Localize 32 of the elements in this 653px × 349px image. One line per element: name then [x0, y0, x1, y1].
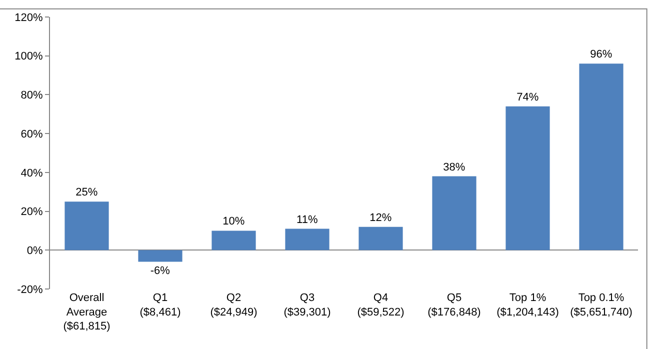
x-tick-label: Q5 ($176,848): [428, 292, 481, 318]
bar: [579, 64, 624, 250]
data-label: 38%: [443, 161, 466, 174]
bar: [432, 176, 476, 250]
bar: [138, 250, 182, 262]
y-tick-label: 0%: [26, 244, 44, 257]
y-tick-label: 100%: [14, 50, 44, 63]
bar: [506, 106, 550, 250]
data-label: 12%: [370, 212, 392, 224]
x-tick-label: Q3 ($39,301): [284, 292, 331, 318]
bar: [64, 202, 109, 250]
data-label: 96%: [590, 48, 612, 61]
x-tick-label: Top 0.1% ($5,651,740): [570, 292, 632, 318]
data-label: 10%: [222, 216, 245, 228]
x-tick-label: Overall Average ($61,815): [63, 292, 110, 333]
data-label: -6%: [150, 264, 170, 277]
x-tick-label: Q2 ($24,949): [210, 292, 258, 318]
y-tick-label: 40%: [20, 167, 44, 180]
y-tick-label: 20%: [20, 206, 44, 218]
data-label: 11%: [296, 214, 318, 226]
data-label: 25%: [76, 186, 98, 199]
x-tick-label: Q1 ($8,461): [140, 292, 181, 318]
y-tick-label: -20%: [17, 284, 44, 296]
bar: [212, 230, 256, 250]
x-tick-label: Top 1% ($1,204,143): [496, 292, 559, 318]
bar: [285, 228, 330, 250]
y-tick-label: 120%: [14, 12, 44, 24]
data-label: 74%: [516, 91, 539, 104]
y-tick-label: 80%: [20, 90, 44, 102]
bar: [358, 226, 403, 250]
x-tick-label: Q4 ($59,522): [357, 292, 404, 318]
y-tick-label: 60%: [20, 128, 44, 140]
